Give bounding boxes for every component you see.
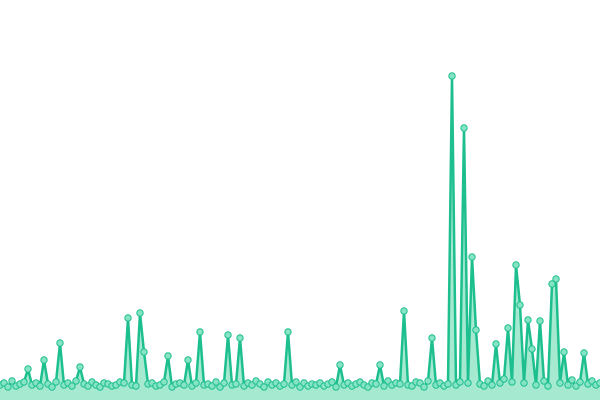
marker <box>236 334 244 342</box>
marker <box>464 379 472 387</box>
marker <box>524 316 532 324</box>
marker <box>372 380 380 388</box>
marker <box>564 381 572 389</box>
marker <box>220 379 228 387</box>
marker <box>196 328 204 336</box>
marker <box>568 376 576 384</box>
marker <box>548 280 556 288</box>
marker <box>212 378 220 386</box>
marker <box>460 124 468 132</box>
marker <box>504 324 512 332</box>
marker <box>140 348 148 356</box>
marker <box>420 383 428 391</box>
marker <box>560 348 568 356</box>
marker <box>528 345 536 353</box>
marker <box>396 380 404 388</box>
marker <box>508 378 516 386</box>
marker <box>8 377 16 385</box>
marker <box>468 253 476 261</box>
marker <box>580 349 588 357</box>
marker <box>180 381 188 389</box>
marker <box>292 378 300 386</box>
marker <box>536 317 544 325</box>
marker <box>540 377 548 385</box>
marker <box>124 314 132 322</box>
marker <box>336 361 344 369</box>
line <box>0 74 600 389</box>
marker <box>520 379 528 387</box>
marker <box>576 378 584 386</box>
marker <box>428 334 436 342</box>
marker <box>376 361 384 369</box>
marker <box>516 301 524 309</box>
marker <box>380 382 388 390</box>
marker <box>512 261 520 269</box>
marker <box>532 381 540 389</box>
marker <box>184 356 192 364</box>
marker <box>424 377 432 385</box>
marker <box>332 383 340 391</box>
marker <box>456 378 464 386</box>
marker <box>120 379 128 387</box>
marker <box>192 379 200 387</box>
marker <box>36 382 44 390</box>
marker <box>20 378 28 386</box>
marker <box>472 326 480 334</box>
marker <box>448 72 456 80</box>
marker <box>488 381 496 389</box>
marker <box>136 309 144 317</box>
marker <box>40 356 48 364</box>
marker <box>552 275 560 283</box>
marker <box>72 377 80 385</box>
marker <box>56 339 64 347</box>
marker <box>480 382 488 390</box>
marker <box>500 375 508 383</box>
marker <box>24 365 32 373</box>
marker <box>400 307 408 315</box>
marker <box>556 379 564 387</box>
marker <box>160 378 168 386</box>
marker <box>280 380 288 388</box>
marker <box>328 378 336 386</box>
marker <box>164 352 172 360</box>
marker <box>68 382 76 390</box>
marker <box>4 383 12 391</box>
marker <box>544 382 552 390</box>
marker <box>260 383 268 391</box>
marker <box>492 340 500 348</box>
marker <box>224 331 232 339</box>
marker <box>444 380 452 388</box>
marker <box>284 328 292 336</box>
marker <box>232 380 240 388</box>
marker <box>132 382 140 390</box>
marker <box>52 378 60 386</box>
marker <box>76 363 84 371</box>
marker <box>48 383 56 391</box>
